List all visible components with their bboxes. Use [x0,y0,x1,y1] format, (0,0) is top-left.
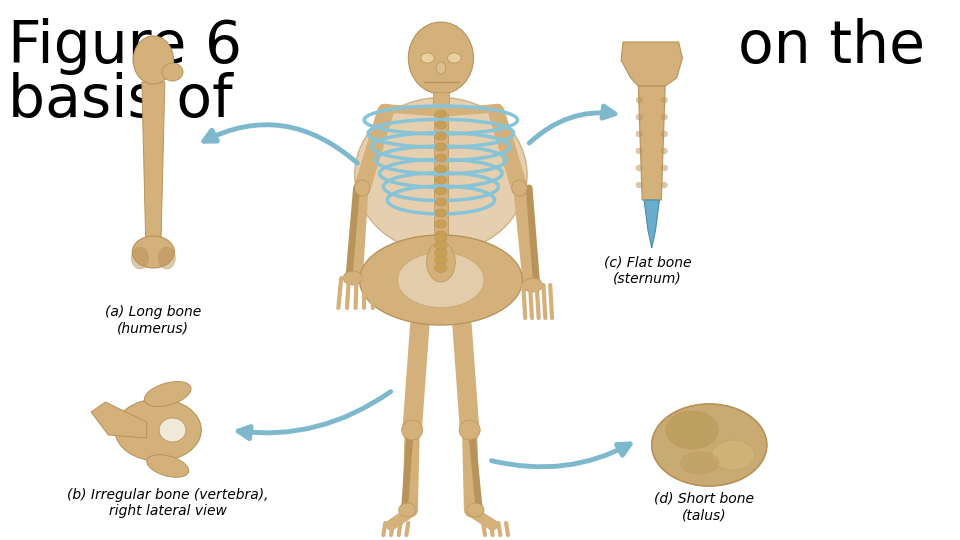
Polygon shape [621,42,683,86]
Text: (b) Irregular bone (vertebra),
right lateral view: (b) Irregular bone (vertebra), right lat… [67,488,269,518]
Text: Figure 6: Figure 6 [8,18,242,75]
Ellipse shape [435,264,447,273]
Ellipse shape [397,253,484,307]
Ellipse shape [354,98,527,253]
Polygon shape [644,200,660,248]
Ellipse shape [681,452,719,474]
FancyArrowPatch shape [238,392,391,438]
Ellipse shape [660,148,667,154]
Polygon shape [638,86,665,200]
FancyArrowPatch shape [492,444,630,467]
Ellipse shape [459,420,480,440]
Ellipse shape [401,420,422,440]
Ellipse shape [660,165,667,171]
Ellipse shape [636,97,642,103]
Ellipse shape [132,247,149,269]
Ellipse shape [144,382,191,407]
Ellipse shape [398,503,416,517]
Ellipse shape [523,278,542,292]
Text: (d) Short bone
(talus): (d) Short bone (talus) [655,492,755,522]
Ellipse shape [467,503,484,517]
Ellipse shape [435,209,446,217]
Ellipse shape [435,176,446,184]
Ellipse shape [359,235,522,325]
Ellipse shape [636,114,642,120]
Text: (a) Long bone
(humerus): (a) Long bone (humerus) [106,305,202,335]
Ellipse shape [408,22,473,94]
Polygon shape [142,82,165,240]
Ellipse shape [115,399,202,461]
Ellipse shape [660,114,667,120]
Ellipse shape [660,131,667,137]
Ellipse shape [435,241,447,250]
Ellipse shape [132,236,175,268]
Ellipse shape [435,233,447,242]
Text: (c) Flat bone
(sternum): (c) Flat bone (sternum) [604,255,691,285]
Ellipse shape [435,165,446,173]
Ellipse shape [435,132,446,140]
Ellipse shape [636,131,642,137]
FancyArrowPatch shape [204,125,357,163]
Ellipse shape [435,110,446,118]
Ellipse shape [436,62,445,74]
Ellipse shape [711,440,755,470]
Ellipse shape [636,165,642,171]
Ellipse shape [162,63,183,81]
Text: basis of: basis of [8,72,232,129]
Text: on the: on the [738,18,925,75]
Ellipse shape [354,180,370,196]
Ellipse shape [435,198,446,206]
Ellipse shape [133,36,174,84]
Ellipse shape [660,182,667,188]
Ellipse shape [435,143,446,151]
Ellipse shape [447,53,461,63]
Ellipse shape [512,180,527,196]
Ellipse shape [435,256,447,265]
Ellipse shape [435,154,446,162]
Ellipse shape [158,247,176,269]
Ellipse shape [636,148,642,154]
Ellipse shape [660,97,667,103]
Ellipse shape [435,248,447,258]
Ellipse shape [665,411,718,449]
FancyArrowPatch shape [529,106,614,143]
Ellipse shape [435,121,446,129]
Bar [433,92,448,114]
Ellipse shape [435,187,446,195]
Ellipse shape [652,404,767,486]
Bar [434,114,447,234]
Ellipse shape [435,231,446,239]
Ellipse shape [147,455,189,477]
Ellipse shape [636,182,642,188]
Ellipse shape [426,242,455,282]
Polygon shape [91,402,147,438]
Ellipse shape [435,220,446,228]
Ellipse shape [420,53,434,63]
Ellipse shape [343,271,362,285]
Ellipse shape [159,418,186,442]
